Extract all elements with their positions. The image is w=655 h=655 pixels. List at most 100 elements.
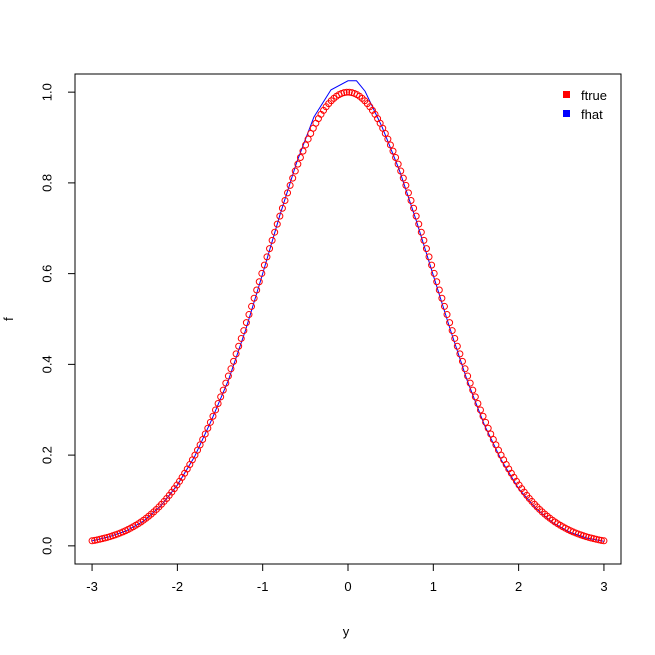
ftrue-point — [294, 160, 302, 168]
x-tick-label: 0 — [344, 579, 351, 594]
ftrue-point — [253, 286, 261, 294]
ftrue-point — [453, 342, 461, 350]
ftrue-point — [248, 302, 256, 310]
ftrue-point — [291, 167, 299, 175]
y-axis: 0.0 0.2 0.4 0.6 0.8 1.0 — [39, 83, 76, 555]
ftrue-point — [451, 334, 459, 342]
ftrue-point — [278, 204, 286, 212]
ftrue-point — [242, 319, 250, 327]
y-axis-title: f — [1, 317, 16, 321]
ftrue-point — [212, 406, 220, 414]
ftrue-point — [476, 406, 484, 414]
ftrue-point — [430, 269, 438, 277]
ftrue-point — [435, 286, 443, 294]
ftrue-point — [266, 245, 274, 253]
ftrue-point — [595, 536, 603, 544]
legend-label-fhat: fhat — [581, 107, 603, 122]
ftrue-point — [381, 130, 389, 137]
ftrue-point — [440, 302, 448, 310]
ftrue-point — [276, 212, 284, 220]
ftrue-point — [471, 393, 479, 401]
ftrue-point — [343, 88, 351, 96]
ftrue-point — [466, 379, 474, 387]
ftrue-point — [389, 147, 397, 155]
ftrue-point — [214, 400, 222, 407]
ftrue-point — [199, 436, 207, 444]
ftrue-point — [302, 141, 310, 149]
ftrue-point — [245, 311, 253, 319]
ftrue-point — [386, 141, 394, 149]
x-tick-label: 1 — [430, 579, 437, 594]
ftrue-point — [456, 350, 464, 358]
x-tick-label: 2 — [515, 579, 522, 594]
ftrue-point — [209, 412, 217, 420]
ftrue-point — [415, 220, 423, 228]
ftrue-point — [219, 386, 227, 394]
ftrue-point — [600, 537, 608, 545]
ftrue-point — [394, 160, 402, 168]
ftrue-point — [399, 174, 407, 182]
ftrue-point — [590, 535, 598, 543]
ftrue-point — [407, 196, 415, 204]
ftrue-point — [397, 167, 405, 175]
ftrue-point — [461, 365, 469, 373]
ftrue-point — [88, 537, 96, 545]
ftrue-point — [425, 253, 433, 261]
y-tick-label: 1.0 — [39, 83, 54, 101]
ftrue-point — [479, 412, 487, 420]
ftrue-point — [289, 174, 297, 182]
ftrue-point — [260, 261, 268, 269]
legend-label-ftrue: ftrue — [581, 88, 607, 103]
ftrue-point — [443, 311, 451, 319]
ftrue-point — [222, 379, 230, 387]
ftrue-point — [402, 181, 410, 189]
x-tick-label: 3 — [600, 579, 607, 594]
series-fhat-line — [91, 80, 605, 542]
ftrue-point — [237, 334, 245, 342]
plot-frame — [74, 73, 622, 565]
x-tick-label: -2 — [172, 579, 184, 594]
ftrue-point — [448, 327, 456, 335]
ftrue-point — [469, 386, 477, 394]
ftrue-point — [404, 189, 412, 197]
ftrue-point — [428, 261, 436, 269]
ftrue-point — [91, 536, 99, 544]
ftrue-point — [255, 278, 263, 286]
ftrue-point — [284, 189, 292, 197]
ftrue-point — [281, 196, 289, 204]
ftrue-point — [217, 393, 225, 401]
ftrue-point — [412, 212, 420, 220]
ftrue-point — [487, 430, 495, 438]
ftrue-point — [299, 147, 307, 155]
ftrue-point — [484, 424, 492, 432]
ftrue-point — [296, 154, 304, 162]
ftrue-point — [201, 430, 209, 438]
x-tick-label: -3 — [86, 579, 98, 594]
ftrue-point — [263, 253, 271, 261]
ftrue-point — [420, 236, 428, 244]
ftrue-point — [268, 236, 276, 244]
ftrue-point — [96, 535, 104, 543]
ftrue-point — [232, 350, 240, 358]
ftrue-point — [410, 204, 418, 212]
ftrue-point — [250, 294, 258, 302]
ftrue-point — [224, 372, 232, 380]
y-tick-label: 0.6 — [39, 265, 54, 283]
legend: ftrue fhat — [563, 88, 607, 122]
x-axis: -3 -2 -1 0 1 2 3 — [86, 563, 608, 594]
ftrue-point — [258, 269, 266, 277]
ftrue-point — [271, 228, 279, 236]
ftrue-point — [345, 88, 353, 96]
y-tick-label: 0.4 — [39, 355, 54, 373]
y-tick-label: 0.2 — [39, 446, 54, 464]
y-tick-label: 0.0 — [39, 537, 54, 555]
x-axis-title: y — [343, 624, 350, 639]
ftrue-point — [458, 357, 466, 365]
ftrue-point — [464, 372, 472, 380]
ftrue-point — [204, 424, 212, 432]
legend-swatch-ftrue — [563, 91, 570, 98]
ftrue-point — [273, 220, 281, 228]
ftrue-point — [433, 278, 441, 286]
ftrue-point — [417, 228, 425, 236]
